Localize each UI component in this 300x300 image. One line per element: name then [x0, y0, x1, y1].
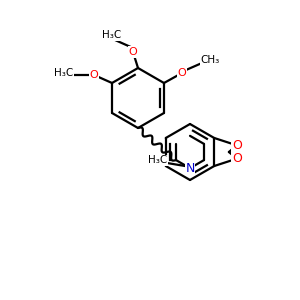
Text: O: O — [129, 47, 137, 57]
Text: N: N — [185, 162, 195, 175]
Text: O: O — [178, 68, 186, 78]
Text: O: O — [232, 139, 242, 152]
Text: H₃C: H₃C — [148, 155, 168, 165]
Text: CH₃: CH₃ — [200, 55, 220, 65]
Text: O: O — [90, 70, 98, 80]
Text: O: O — [232, 152, 242, 165]
Text: H₃C: H₃C — [102, 30, 122, 40]
Text: H₃C: H₃C — [54, 68, 74, 78]
